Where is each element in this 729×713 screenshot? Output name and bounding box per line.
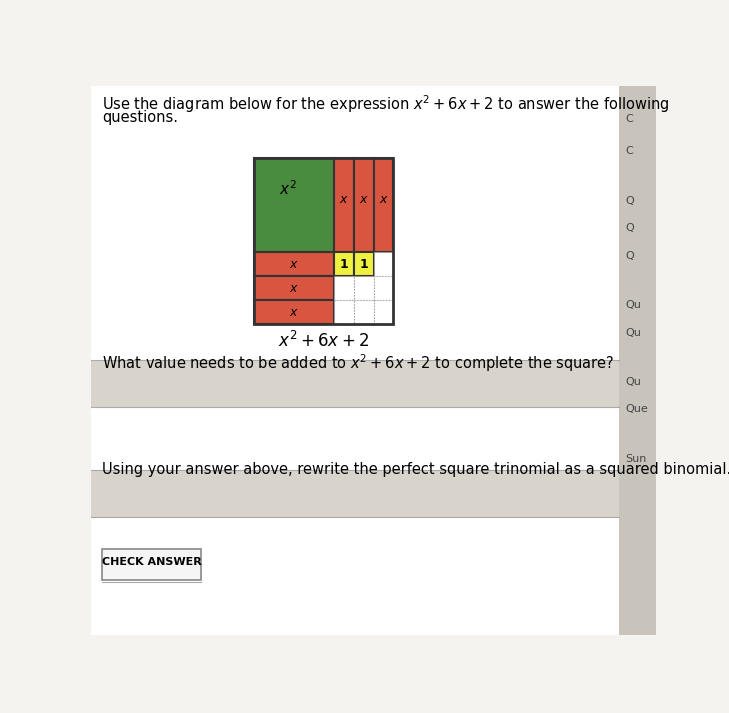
Bar — [620, 86, 656, 635]
Bar — [91, 360, 620, 406]
Bar — [354, 158, 374, 252]
Text: $x$: $x$ — [359, 193, 369, 206]
Text: Q: Q — [625, 223, 634, 233]
Text: Qu: Qu — [625, 377, 641, 387]
Text: C: C — [625, 146, 633, 156]
Text: What value needs to be added to $x^2 + 6x + 2$ to complete the square?: What value needs to be added to $x^2 + 6… — [102, 352, 615, 374]
Bar — [254, 252, 334, 276]
Text: $x$: $x$ — [289, 257, 299, 270]
Text: Use the diagram below for the expression $x^2 + 6x + 2$ to answer the following: Use the diagram below for the expression… — [102, 94, 670, 116]
Bar — [334, 276, 354, 300]
Bar — [254, 158, 394, 324]
Text: $x^2 + 6x + 2$: $x^2 + 6x + 2$ — [278, 331, 369, 351]
Text: $x$: $x$ — [378, 193, 389, 206]
Bar — [334, 252, 354, 276]
Bar — [374, 252, 394, 276]
Text: Q: Q — [625, 196, 634, 206]
Text: $x$: $x$ — [339, 193, 349, 206]
Text: $x$: $x$ — [289, 306, 299, 319]
Text: Sun: Sun — [625, 454, 647, 464]
Bar — [354, 252, 374, 276]
Text: Q: Q — [625, 251, 634, 261]
Bar — [91, 470, 620, 516]
Bar — [102, 550, 201, 580]
Text: questions.: questions. — [102, 111, 179, 125]
Text: Que: Que — [625, 404, 648, 414]
Text: C: C — [625, 113, 633, 123]
Text: Using your answer above, rewrite the perfect square trinomial as a squared binom: Using your answer above, rewrite the per… — [102, 461, 729, 476]
Bar — [254, 300, 334, 324]
Bar — [254, 158, 334, 252]
Text: Qu: Qu — [625, 327, 641, 338]
Bar — [254, 276, 334, 300]
Text: 1: 1 — [359, 257, 368, 270]
Text: $x^2$: $x^2$ — [278, 180, 297, 198]
Bar — [374, 300, 394, 324]
Bar — [334, 158, 354, 252]
Bar — [354, 300, 374, 324]
Text: CHECK ANSWER: CHECK ANSWER — [102, 557, 201, 567]
Text: 1: 1 — [340, 257, 348, 270]
Bar — [374, 158, 394, 252]
Text: $x$: $x$ — [289, 282, 299, 294]
Bar — [354, 276, 374, 300]
Bar — [374, 276, 394, 300]
Bar — [334, 300, 354, 324]
Text: Qu: Qu — [625, 300, 641, 310]
